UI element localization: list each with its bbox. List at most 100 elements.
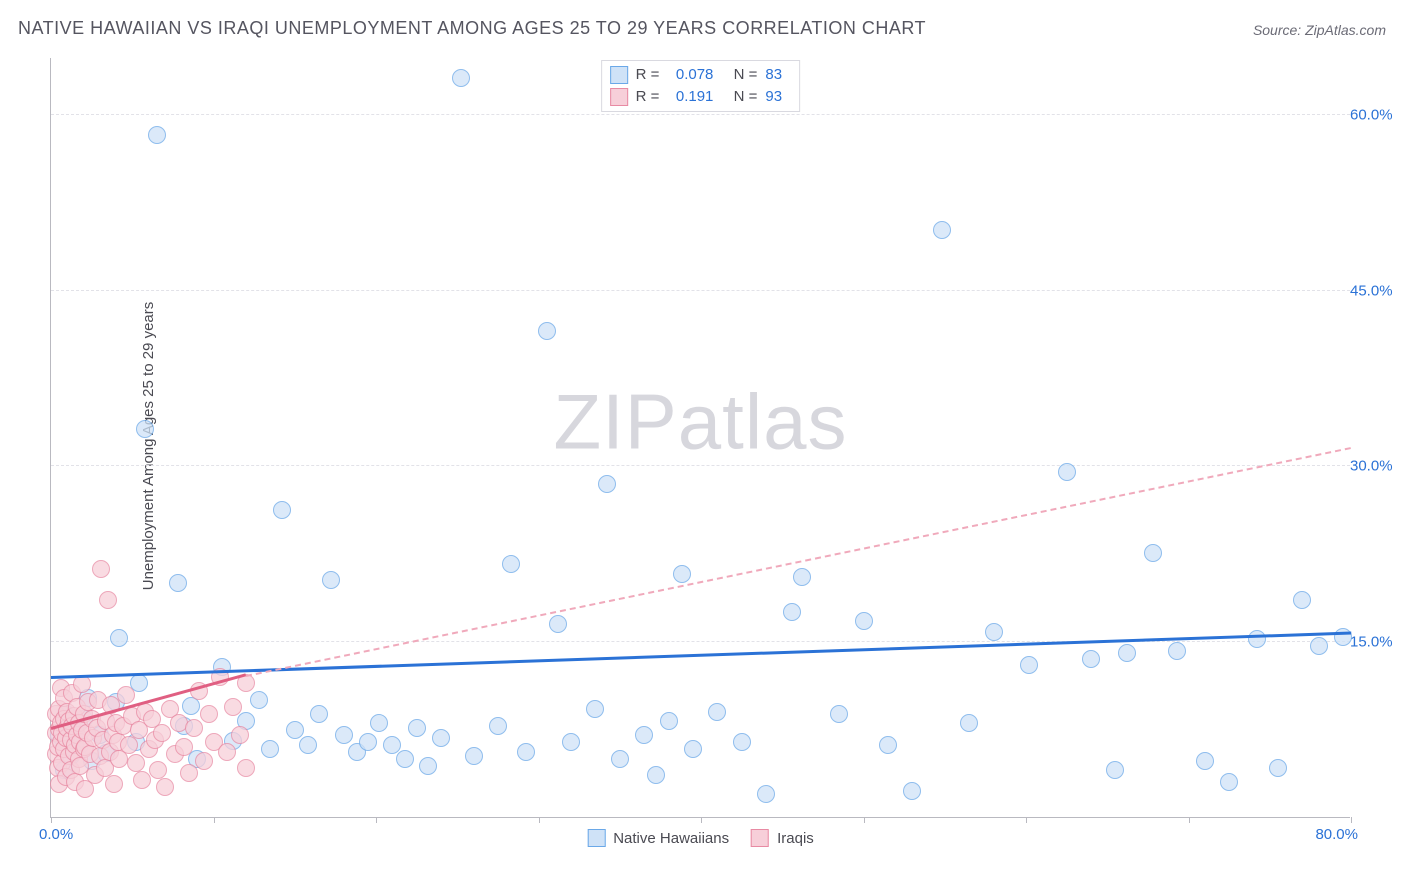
scatter-point (647, 766, 665, 784)
n-label: N = (734, 86, 758, 108)
scatter-point (335, 726, 353, 744)
scatter-point (1106, 761, 1124, 779)
scatter-point (489, 717, 507, 735)
scatter-point (310, 705, 328, 723)
scatter-point (419, 757, 437, 775)
trend-line (246, 447, 1351, 677)
scatter-point (153, 724, 171, 742)
watermark-thin: atlas (678, 378, 848, 466)
r-label: R = (636, 64, 660, 86)
scatter-point (960, 714, 978, 732)
scatter-point (793, 568, 811, 586)
scatter-point (684, 740, 702, 758)
scatter-point (1082, 650, 1100, 668)
scatter-point (149, 761, 167, 779)
watermark-bold: ZIP (553, 378, 677, 466)
x-axis-max-label: 80.0% (1315, 826, 1358, 843)
series-legend: Native Hawaiians Iraqis (587, 829, 814, 847)
scatter-point (432, 729, 450, 747)
scatter-point (549, 615, 567, 633)
scatter-point (299, 736, 317, 754)
x-tick (539, 817, 540, 823)
scatter-point (105, 775, 123, 793)
scatter-point (635, 726, 653, 744)
scatter-point (231, 726, 249, 744)
scatter-point (1269, 759, 1287, 777)
r-value: 0.078 (667, 64, 713, 86)
x-tick (214, 817, 215, 823)
series-swatch (751, 829, 769, 847)
scatter-point (1168, 642, 1186, 660)
scatter-point (148, 126, 166, 144)
x-tick (701, 817, 702, 823)
scatter-point (1293, 591, 1311, 609)
scatter-point (1248, 630, 1266, 648)
r-value: 0.191 (667, 86, 713, 108)
series-name: Native Hawaiians (613, 830, 729, 847)
n-label: N = (734, 64, 758, 86)
x-tick (51, 817, 52, 823)
scatter-point (180, 764, 198, 782)
scatter-point (855, 612, 873, 630)
stat-row: R = 0.078 N = 83 (610, 64, 790, 86)
watermark: ZIPatlas (553, 377, 847, 468)
scatter-point (200, 705, 218, 723)
scatter-point (250, 691, 268, 709)
stat-row: R = 0.191 N = 93 (610, 86, 790, 108)
x-tick (1026, 817, 1027, 823)
scatter-point (733, 733, 751, 751)
n-value: 83 (765, 64, 789, 86)
scatter-point (1144, 544, 1162, 562)
source-attribution: Source: ZipAtlas.com (1253, 22, 1386, 38)
scatter-point (322, 571, 340, 589)
scatter-point (879, 736, 897, 754)
scatter-point (359, 733, 377, 751)
scatter-point (136, 420, 154, 438)
scatter-point (903, 782, 921, 800)
scatter-point (370, 714, 388, 732)
scatter-point (261, 740, 279, 758)
x-tick (1351, 817, 1352, 823)
scatter-point (757, 785, 775, 803)
scatter-point (408, 719, 426, 737)
scatter-point (673, 565, 691, 583)
scatter-point (830, 705, 848, 723)
scatter-point (237, 759, 255, 777)
scatter-point (562, 733, 580, 751)
scatter-point (452, 69, 470, 87)
scatter-point (110, 629, 128, 647)
scatter-point (273, 501, 291, 519)
scatter-point (185, 719, 203, 737)
scatter-point (396, 750, 414, 768)
scatter-point (660, 712, 678, 730)
legend-item: Native Hawaiians (587, 829, 729, 847)
legend-item: Iraqis (751, 829, 814, 847)
scatter-point (127, 754, 145, 772)
correlation-stats-legend: R = 0.078 N = 83 R = 0.191 N = 93 (601, 60, 801, 112)
scatter-point (92, 560, 110, 578)
series-swatch (610, 66, 628, 84)
scatter-point (517, 743, 535, 761)
scatter-point (538, 322, 556, 340)
scatter-point (99, 591, 117, 609)
scatter-point (1310, 637, 1328, 655)
scatter-point (156, 778, 174, 796)
trend-line (51, 632, 1351, 679)
series-name: Iraqis (777, 830, 814, 847)
scatter-point (1220, 773, 1238, 791)
scatter-point (1196, 752, 1214, 770)
scatter-point (465, 747, 483, 765)
scatter-point (611, 750, 629, 768)
y-tick-label: 60.0% (1350, 107, 1405, 124)
scatter-point (169, 574, 187, 592)
scatter-point (218, 743, 236, 761)
scatter-point (1058, 463, 1076, 481)
scatter-point (933, 221, 951, 239)
x-tick (864, 817, 865, 823)
x-tick (1189, 817, 1190, 823)
scatter-point (598, 475, 616, 493)
scatter-point (985, 623, 1003, 641)
scatter-point (195, 752, 213, 770)
scatter-point (708, 703, 726, 721)
scatter-point (224, 698, 242, 716)
